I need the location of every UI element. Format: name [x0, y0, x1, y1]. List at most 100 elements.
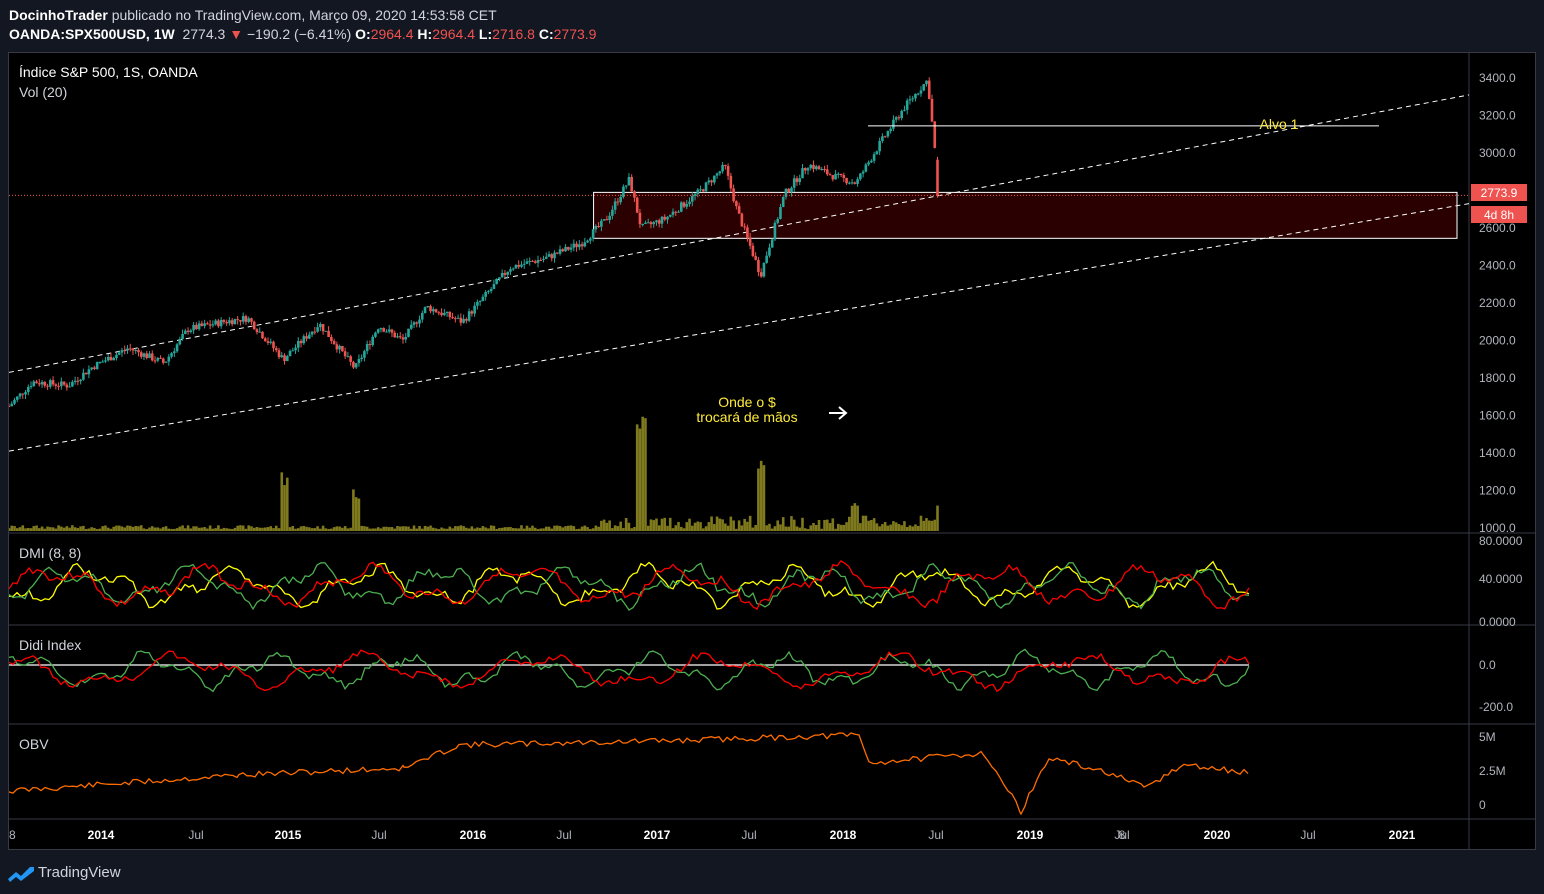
- candle-body: [663, 216, 667, 220]
- volume-bar: [112, 526, 115, 531]
- volume-bar: [784, 526, 788, 531]
- volume-bar: [726, 525, 730, 531]
- volume-bar: [57, 525, 60, 531]
- volume-bar: [710, 516, 713, 531]
- volume-bar: [7, 528, 11, 531]
- volume-bar: [178, 526, 182, 531]
- candle-body: [925, 80, 928, 85]
- candle-body: [437, 312, 441, 314]
- arrow-right-icon[interactable]: [829, 406, 848, 420]
- volume-bar: [517, 528, 521, 531]
- candle-body: [407, 328, 410, 337]
- candle-body: [649, 222, 653, 225]
- candle-body: [247, 318, 251, 322]
- volume-bar: [759, 460, 763, 531]
- volume-bar: [181, 525, 184, 531]
- candle-body: [123, 350, 127, 352]
- candle-body: [429, 306, 432, 312]
- candle-body: [704, 182, 708, 192]
- brand-name[interactable]: TradingView: [38, 864, 121, 881]
- volume-bar: [396, 526, 399, 531]
- volume-bar: [583, 525, 587, 531]
- volume-bar: [484, 527, 487, 531]
- volume-bar: [927, 520, 931, 531]
- candle-body: [197, 323, 201, 330]
- candle-body: [817, 166, 821, 170]
- candle-body: [803, 168, 807, 171]
- volume-bar: [239, 525, 242, 531]
- candle-body: [184, 330, 187, 334]
- chart-area[interactable]: 3400.03200.03000.02800.02600.02400.02200…: [7, 52, 1536, 850]
- volume-bar: [859, 523, 862, 531]
- candle-body: [189, 330, 193, 332]
- volume-bar: [445, 528, 449, 531]
- onde-label-1[interactable]: Onde o $: [718, 394, 776, 410]
- candle-body: [531, 260, 534, 262]
- candle-body: [145, 353, 149, 358]
- volume-bar: [420, 528, 424, 531]
- candle-body: [922, 84, 926, 91]
- candle-body: [90, 367, 93, 370]
- candle-body: [550, 254, 554, 259]
- onde-label-2[interactable]: trocará de mãos: [696, 409, 797, 425]
- price-tick: 2200.0: [1479, 296, 1516, 310]
- symbol-label[interactable]: OANDA:SPX500USD, 1W: [9, 26, 175, 42]
- obv-tick: 0: [1479, 798, 1486, 812]
- volume-bar: [823, 519, 826, 531]
- candle-body: [156, 357, 160, 361]
- volume-bar: [633, 527, 636, 531]
- candle-body: [787, 188, 791, 193]
- candle-body: [357, 359, 361, 364]
- candle-body: [586, 240, 589, 243]
- time-tick: 2014: [88, 828, 115, 842]
- didi-slow-line: [8, 649, 1250, 693]
- candle-body: [889, 128, 892, 132]
- volume-bar: [693, 522, 697, 531]
- volume-bar: [310, 528, 314, 531]
- candle-body: [528, 260, 532, 262]
- candle-body: [305, 336, 308, 339]
- volume-bar: [313, 528, 317, 531]
- candle-body: [456, 317, 460, 319]
- candle-body: [40, 381, 44, 385]
- volume-bar: [729, 516, 733, 531]
- volume-bar: [748, 515, 752, 531]
- candle-body: [338, 345, 341, 350]
- candle-body: [98, 361, 102, 363]
- volume-bar: [115, 525, 118, 531]
- volume-bar: [776, 520, 779, 531]
- price-tick: 1400.0: [1479, 446, 1516, 460]
- volume-bar: [90, 527, 93, 531]
- volume-bar: [768, 523, 771, 531]
- candle-body: [633, 191, 636, 198]
- candle-body: [478, 300, 482, 302]
- volume-bar: [905, 526, 909, 531]
- volume-bar: [715, 516, 719, 531]
- volume-bar: [657, 525, 661, 531]
- candle-body: [360, 357, 363, 360]
- candle-body: [139, 352, 143, 357]
- candle-body: [396, 336, 399, 338]
- volume-bar: [291, 526, 295, 531]
- volume-bar: [285, 477, 289, 531]
- tradingview-logo-icon[interactable]: [6, 863, 36, 885]
- candle-body: [38, 383, 41, 385]
- volume-bar: [649, 519, 653, 531]
- candle-body: [225, 322, 228, 324]
- author-name[interactable]: DocinhoTrader: [9, 7, 108, 23]
- volume-bar: [792, 519, 796, 531]
- close-label: C:: [538, 26, 554, 42]
- main-pane-title: Índice S&P 500, 1S, OANDA: [19, 64, 198, 80]
- candle-body: [217, 320, 220, 327]
- volume-bar: [511, 528, 515, 531]
- candle-body: [418, 319, 421, 324]
- alvo-label[interactable]: Alvo 1: [1260, 116, 1299, 132]
- candle-body: [861, 171, 865, 174]
- last-price-tag-text: 2773.9: [1481, 186, 1518, 200]
- volume-bar: [781, 517, 785, 531]
- volume-bar: [305, 526, 308, 531]
- chart-svg[interactable]: 3400.03200.03000.02800.02600.02400.02200…: [7, 53, 1535, 849]
- candle-body: [762, 262, 766, 277]
- candle-body: [131, 348, 135, 351]
- volume-bar: [266, 527, 270, 531]
